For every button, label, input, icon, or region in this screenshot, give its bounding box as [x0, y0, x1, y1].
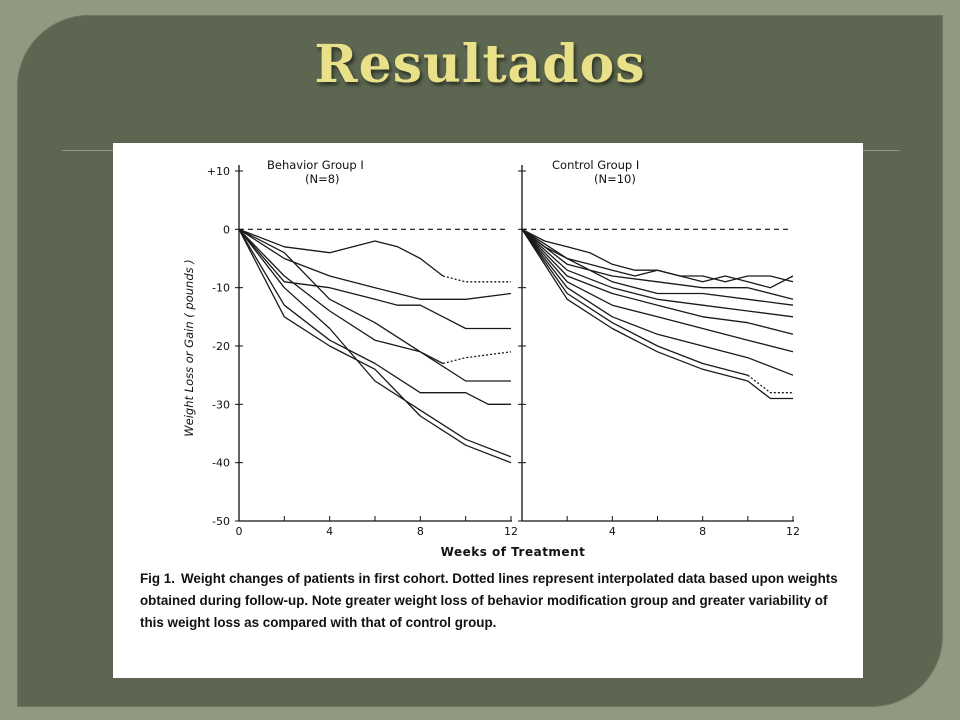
slide-title: Resultados — [0, 34, 960, 95]
series-line — [239, 229, 511, 299]
y-tick-label: -40 — [212, 457, 230, 470]
series-line — [522, 229, 793, 299]
x-tick-label: 8 — [417, 525, 424, 538]
caption-text: Weight changes of patients in first coho… — [140, 571, 838, 630]
x-tick-label: 4 — [326, 525, 333, 538]
series-line — [522, 229, 793, 316]
series-line — [522, 229, 793, 398]
series-line — [522, 229, 793, 287]
series-line — [239, 229, 511, 456]
series-line-dotted — [443, 352, 511, 364]
panel-subtitle: (N=10) — [594, 172, 636, 186]
series-line — [522, 229, 793, 351]
panel-subtitle: (N=8) — [305, 172, 340, 186]
x-tick-label: 0 — [236, 525, 243, 538]
chart-svg: Behavior Group I (N=8) Weight Loss or Ga… — [113, 143, 863, 563]
series-line-dotted — [748, 375, 793, 393]
panel-title: Behavior Group I — [267, 158, 364, 172]
series-line — [239, 229, 511, 328]
series-line — [239, 229, 511, 381]
y-tick-label: -30 — [212, 398, 230, 411]
series-line-dotted — [443, 276, 511, 282]
x-axis-label: Weeks of Treatment — [441, 545, 586, 559]
chart-panel-control: Control Group I (N=10) 4 8 12 — [518, 158, 800, 538]
caption-label: Fig 1. — [140, 571, 175, 586]
y-axis-label: Weight Loss or Gain ( pounds ) — [182, 259, 196, 436]
y-tick-label: +10 — [207, 165, 230, 178]
chart-panel-behavior: Behavior Group I (N=8) Weight Loss or Ga… — [182, 158, 518, 538]
panel-title: Control Group I — [552, 158, 639, 172]
y-tick-label: -20 — [212, 340, 230, 353]
x-tick-label: 12 — [786, 525, 800, 538]
x-tick-label: 4 — [609, 525, 616, 538]
series-line — [239, 229, 511, 462]
figure-image: Behavior Group I (N=8) Weight Loss or Ga… — [113, 143, 863, 678]
y-tick-label: -10 — [212, 282, 230, 295]
series-line — [522, 229, 793, 305]
figure-caption: Fig 1. Weight changes of patients in firs… — [140, 568, 850, 634]
y-tick-label: 0 — [223, 223, 230, 236]
y-tick-label: -50 — [212, 515, 230, 528]
x-tick-label: 8 — [699, 525, 706, 538]
x-tick-label: 12 — [504, 525, 518, 538]
series-line — [522, 229, 793, 375]
